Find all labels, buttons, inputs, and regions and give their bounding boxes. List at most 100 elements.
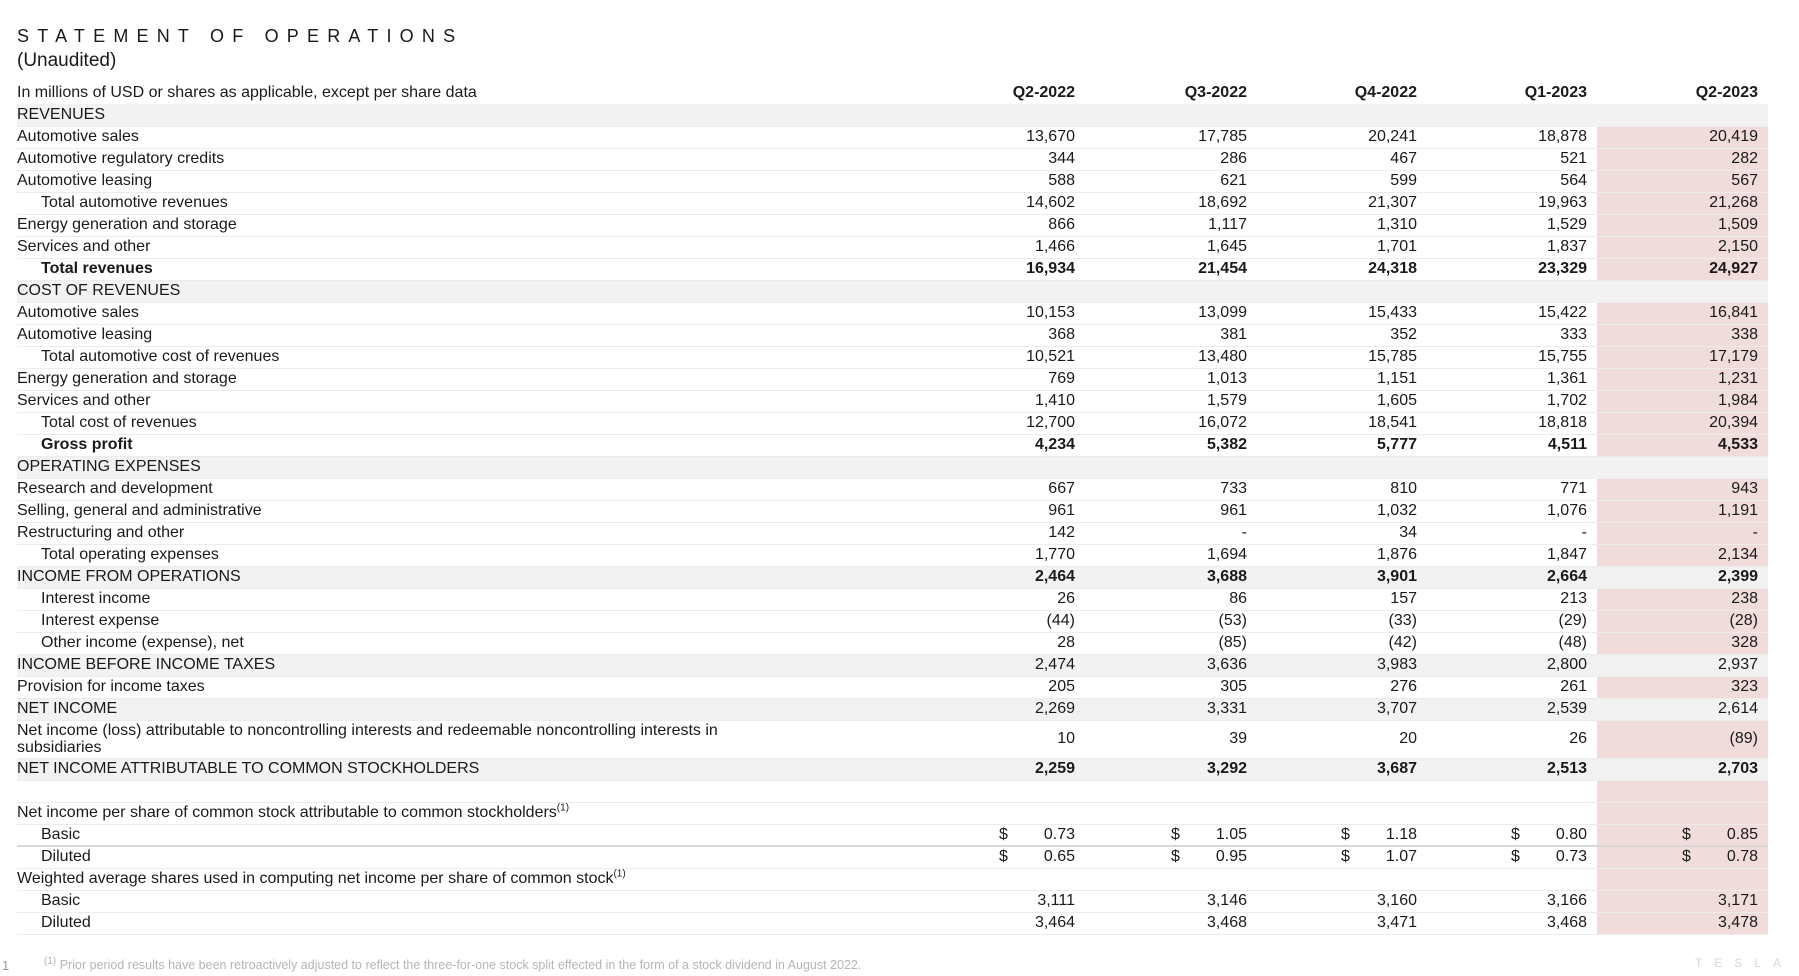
value-cell: 1,410 — [897, 390, 1085, 413]
value-cell: 2,269 — [897, 698, 1085, 721]
value-text: - — [1241, 524, 1247, 541]
table-row: Basic $0.73 $1.05 $1.18 $0.80 $0.85 — [17, 824, 1768, 847]
value-cell — [1257, 868, 1427, 891]
value-cell: 86 — [1085, 588, 1257, 611]
row-label-text: Services and other — [17, 392, 151, 409]
value-cell: 1,645 — [1085, 236, 1257, 259]
value-text: 0.65 — [1043, 848, 1075, 866]
value-text: 21,307 — [1368, 194, 1417, 211]
page-number: 1 — [2, 958, 10, 973]
row-label-text: Research and development — [17, 480, 213, 497]
statement-table: In millions of USD or shares as applicab… — [17, 82, 1768, 935]
value-cell: (33) — [1257, 610, 1427, 633]
value-cell: 10,521 — [897, 346, 1085, 369]
value-text: 1,529 — [1546, 216, 1587, 233]
value-cell: (29) — [1427, 610, 1597, 633]
value-cell — [897, 456, 1085, 479]
value-text: 810 — [1390, 480, 1417, 497]
value-text: 2,614 — [1717, 700, 1758, 717]
value-text: 564 — [1560, 172, 1587, 189]
row-label-text: Automotive sales — [17, 304, 139, 321]
value-text: 344 — [1048, 150, 1075, 167]
value-text: 1,361 — [1546, 370, 1587, 387]
value-cell: 567 — [1597, 170, 1768, 193]
value-text: 3,636 — [1206, 656, 1247, 673]
table-row: Gross profit 4,234 5,382 5,777 4,511 4,533 — [17, 434, 1768, 457]
value-cell: 213 — [1427, 588, 1597, 611]
row-label-text: Total revenues — [41, 260, 153, 277]
tesla-logo: TESLA — [1694, 956, 1793, 970]
value-text: 1,410 — [1034, 392, 1075, 409]
value-cell: - — [1427, 522, 1597, 545]
value-text: 16,934 — [1026, 260, 1075, 277]
value-cell: (85) — [1085, 632, 1257, 655]
value-cell: 3,478 — [1597, 912, 1768, 935]
header-row: In millions of USD or shares as applicab… — [17, 82, 1768, 104]
value-text: 3,160 — [1376, 892, 1417, 909]
value-text: 599 — [1390, 172, 1417, 189]
value-cell: 20 — [1257, 720, 1427, 759]
value-cell: (48) — [1427, 632, 1597, 655]
value-text: (28) — [1729, 612, 1758, 629]
value-cell: 1,847 — [1427, 544, 1597, 567]
value-cell — [1427, 280, 1597, 303]
value-text: 961 — [1220, 502, 1247, 519]
value-text: 17,179 — [1709, 348, 1758, 365]
value-cell: 205 — [897, 676, 1085, 699]
value-text: 567 — [1731, 172, 1758, 189]
value-text: 621 — [1220, 172, 1247, 189]
value-cell: 305 — [1085, 676, 1257, 699]
value-cell: 13,670 — [897, 126, 1085, 149]
row-label-text: Energy generation and storage — [17, 216, 237, 233]
row-label-text: Basic — [41, 892, 81, 909]
value-cell — [1427, 802, 1597, 825]
value-text: 2,513 — [1546, 760, 1587, 777]
row-label: Restructuring and other — [17, 522, 897, 545]
value-cell: 18,541 — [1257, 412, 1427, 435]
value-text: 1,191 — [1717, 502, 1758, 519]
value-cell — [1257, 104, 1427, 127]
value-text: 1,605 — [1376, 392, 1417, 409]
value-cell: 2,513 — [1427, 758, 1597, 781]
value-cell: 5,382 — [1085, 434, 1257, 457]
value-text: 1,837 — [1546, 238, 1587, 255]
row-label: NET INCOME ATTRIBUTABLE TO COMMON STOCKH… — [17, 758, 897, 781]
row-label: Weighted average shares used in computin… — [17, 868, 897, 891]
value-cell: 12,700 — [897, 412, 1085, 435]
value-cell: 588 — [897, 170, 1085, 193]
row-label-text: NET INCOME — [17, 700, 118, 717]
table-row: Diluted $0.65 $0.95 $1.07 $0.73 $0.78 — [17, 845, 1768, 869]
value-text: 1,702 — [1546, 392, 1587, 409]
value-text: 1,645 — [1206, 238, 1247, 255]
value-cell: 23,329 — [1427, 258, 1597, 281]
value-cell — [1257, 802, 1427, 825]
value-text: 1,310 — [1376, 216, 1417, 233]
value-text: 1,032 — [1376, 502, 1417, 519]
value-text: (48) — [1558, 634, 1587, 651]
table-row: Total cost of revenues 12,700 16,072 18,541… — [17, 412, 1768, 435]
value-cell: 810 — [1257, 478, 1427, 501]
row-label-text: INCOME BEFORE INCOME TAXES — [17, 656, 276, 673]
row-label: INCOME BEFORE INCOME TAXES — [17, 654, 897, 677]
value-text: 26 — [1569, 730, 1587, 747]
value-cell: 3,292 — [1085, 758, 1257, 781]
row-label-text: REVENUES — [17, 105, 106, 123]
value-text: 4,511 — [1547, 436, 1587, 453]
value-text: 2,539 — [1546, 700, 1587, 717]
value-text: 18,692 — [1198, 194, 1247, 211]
currency-symbol: $ — [1510, 825, 1520, 843]
value-text: 286 — [1220, 150, 1247, 167]
value-text: 328 — [1731, 634, 1758, 651]
value-cell: 1,191 — [1597, 500, 1768, 523]
value-cell: $1.18 — [1257, 824, 1427, 847]
value-cell: 769 — [897, 368, 1085, 391]
row-label: Automotive sales — [17, 126, 897, 149]
row-label: Automotive leasing — [17, 324, 897, 347]
value-cell: 286 — [1085, 148, 1257, 171]
row-label-text: Selling, general and administrative — [17, 502, 262, 519]
value-text: 21,268 — [1709, 194, 1758, 211]
row-label-text: Basic — [41, 825, 81, 843]
table-row: Automotive leasing 588 621 599 564 567 — [17, 170, 1768, 193]
footnote-text: Prior period results have been retroacti… — [59, 958, 862, 972]
value-cell: 16,072 — [1085, 412, 1257, 435]
